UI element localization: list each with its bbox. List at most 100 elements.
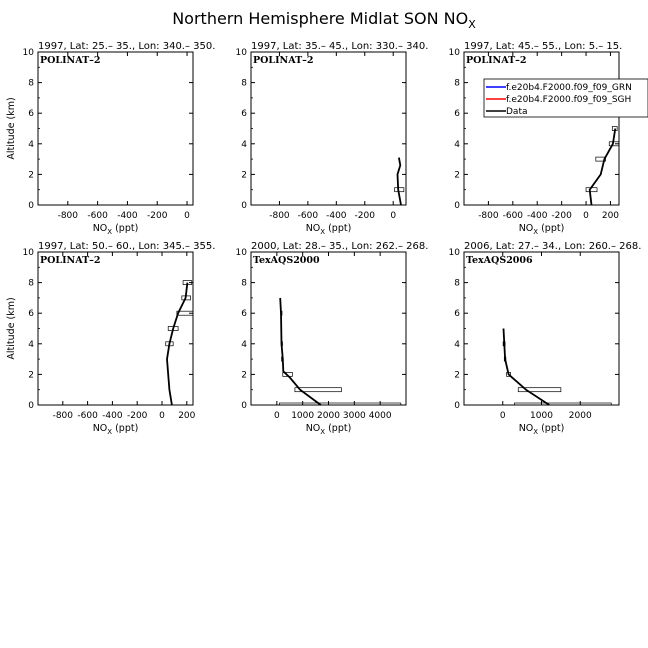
x-axis-label-unit: (ppt)	[325, 223, 351, 234]
panel-1: 1997, Lat: 25.– 35., Lon: 340.– 350. POLI…	[6, 41, 215, 236]
y-tick-label: 8	[241, 279, 247, 289]
legend-entry-label: Data	[506, 107, 528, 117]
x-tick-label: -600	[298, 211, 319, 221]
y-tick-label: 6	[241, 309, 247, 319]
x-tick-label: 200	[178, 411, 195, 421]
x-tick-label: -200	[551, 211, 572, 221]
legend-box	[483, 78, 648, 118]
legend-entry-label: f.e20b4.F2000.f09_f09_SGH	[506, 95, 631, 105]
y-tick-label: 0	[454, 401, 460, 411]
y-tick-label: 4	[28, 140, 34, 150]
panel-header: 2006, Lat: 27.– 34., Lon: 260.– 268.	[464, 241, 641, 252]
y-tick-label: 4	[28, 340, 34, 350]
x-tick-label: -800	[53, 411, 74, 421]
x-tick-label: -200	[127, 411, 148, 421]
y-tick-label: 2	[28, 170, 34, 180]
x-axis-label-main: NO	[519, 423, 534, 434]
x-tick-label: -400	[326, 211, 347, 221]
x-axis-label: NOX (ppt)	[93, 423, 139, 436]
x-axis-label-unit: (ppt)	[325, 423, 351, 434]
x-axis-label-main: NO	[306, 223, 321, 234]
x-tick-label: -600	[77, 411, 98, 421]
figure-title-sub: X	[468, 18, 476, 31]
x-tick-label: 200	[602, 211, 619, 221]
x-axis-label: NOX (ppt)	[306, 423, 352, 436]
y-tick-label: 10	[23, 248, 35, 258]
x-tick-label: -400	[102, 411, 123, 421]
campaign-label: POLINAT–2	[40, 255, 101, 266]
y-tick-label: 10	[236, 248, 248, 258]
y-axis-label: Altitude (km)	[6, 97, 17, 159]
x-axis-label-main: NO	[93, 223, 108, 234]
campaign-label: POLINAT–2	[466, 55, 527, 66]
range-box	[294, 387, 342, 393]
y-tick-label: 10	[449, 248, 461, 258]
x-axis-label-sub: X	[533, 428, 538, 436]
x-axis-label-main: NO	[306, 423, 321, 434]
campaign-label: POLINAT–2	[253, 55, 314, 66]
y-tick-label: 6	[454, 309, 460, 319]
x-tick-label: -800	[478, 211, 499, 221]
y-tick-label: 0	[454, 201, 460, 211]
series-line-data	[396, 157, 402, 206]
plot-frame	[463, 251, 620, 406]
y-tick-label: 8	[28, 79, 34, 89]
x-tick-label: 2000	[569, 411, 592, 421]
panel-header: 1997, Lat: 35.– 45., Lon: 330.– 340.	[251, 41, 428, 52]
x-tick-label: 0	[184, 211, 190, 221]
panel-header: 1997, Lat: 45.– 55., Lon: 5.– 15.	[464, 41, 622, 52]
x-tick-label: 1000	[291, 411, 314, 421]
panels-group: 1997, Lat: 25.– 35., Lon: 340.– 350. POLI…	[6, 41, 641, 436]
y-tick-label: 6	[28, 109, 34, 119]
legend: f.e20b4.F2000.f09_f09_GRN f.e20b4.F2000.f…	[483, 78, 648, 118]
x-axis-label-unit: (ppt)	[538, 223, 564, 234]
x-tick-label: 0	[500, 411, 506, 421]
panel-header: 1997, Lat: 25.– 35., Lon: 340.– 350.	[38, 41, 215, 52]
panel-5: 2000, Lat: 28.– 35., Lon: 262.– 268. TexA…	[236, 241, 429, 436]
figure-title-main: Northern Hemisphere Midlat SON NO	[172, 9, 468, 28]
x-axis-label-sub: X	[320, 428, 325, 436]
x-axis-label-sub: X	[107, 428, 112, 436]
y-tick-label: 2	[241, 370, 247, 380]
x-tick-label: -800	[58, 211, 79, 221]
y-tick-label: 4	[241, 140, 247, 150]
x-axis-label-sub: X	[533, 228, 538, 236]
x-axis-label-main: NO	[519, 223, 534, 234]
y-tick-label: 6	[241, 109, 247, 119]
y-tick-label: 4	[454, 140, 460, 150]
y-tick-label: 10	[449, 48, 461, 58]
legend-entry-label: f.e20b4.F2000.f09_f09_GRN	[506, 83, 632, 93]
x-tick-label: -400	[117, 211, 138, 221]
y-tick-label: 4	[454, 340, 460, 350]
y-tick-label: 2	[241, 170, 247, 180]
y-tick-label: 10	[236, 48, 248, 58]
x-axis-label-unit: (ppt)	[112, 423, 138, 434]
campaign-label: TexAQS2006	[466, 255, 533, 266]
series-line-data	[588, 128, 617, 206]
y-axis-label: Altitude (km)	[6, 297, 17, 359]
x-tick-label: -400	[527, 211, 548, 221]
y-tick-label: 8	[241, 79, 247, 89]
x-axis-label-main: NO	[93, 423, 108, 434]
y-tick-label: 0	[28, 201, 34, 211]
x-tick-label: -200	[147, 211, 168, 221]
range-box	[176, 310, 194, 316]
x-axis-label-unit: (ppt)	[538, 423, 564, 434]
y-tick-label: 10	[23, 48, 35, 58]
campaign-label: TexAQS2000	[253, 255, 320, 266]
x-tick-label: 3000	[343, 411, 366, 421]
panel-4: 1997, Lat: 50.– 60., Lon: 345.– 355. POLI…	[6, 241, 215, 436]
y-tick-label: 4	[241, 340, 247, 350]
x-tick-label: -200	[355, 211, 376, 221]
x-tick-label: 0	[390, 211, 396, 221]
x-axis-label: NOX (ppt)	[519, 223, 565, 236]
panel-header: 1997, Lat: 50.– 60., Lon: 345.– 355.	[38, 241, 215, 252]
x-tick-label: 0	[159, 411, 165, 421]
y-tick-label: 8	[454, 279, 460, 289]
x-tick-label: 0	[583, 211, 589, 221]
x-tick-label: -800	[269, 211, 290, 221]
x-tick-label: -600	[87, 211, 108, 221]
x-tick-label: 1000	[530, 411, 553, 421]
series-line-data	[166, 282, 189, 406]
